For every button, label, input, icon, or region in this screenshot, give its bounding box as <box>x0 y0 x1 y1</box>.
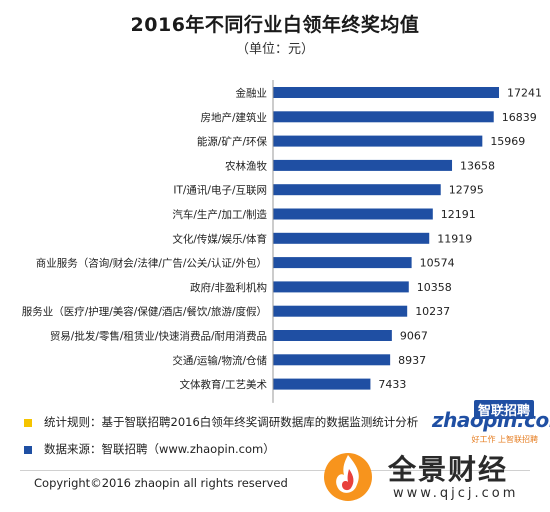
qjcj-flame-logo-icon <box>324 453 372 501</box>
category-label: 贸易/批发/零售/租赁业/快速消费品/耐用消费品 <box>50 330 267 343</box>
zhaopin-logo-en: zhaopin.com <box>432 408 550 432</box>
value-label: 13658 <box>460 159 495 172</box>
bar <box>273 159 453 171</box>
value-label: 11919 <box>437 232 472 245</box>
bar <box>273 232 430 244</box>
qjcj-brand-name: 全景财经 <box>388 453 509 486</box>
bar <box>273 111 494 123</box>
value-label: 15969 <box>490 135 525 148</box>
bar <box>273 208 433 220</box>
footer-divider <box>20 470 530 471</box>
value-label: 9067 <box>400 330 428 343</box>
value-label: 12795 <box>449 184 484 197</box>
blue-square-icon <box>24 445 32 454</box>
bar <box>273 378 371 390</box>
value-label: 17241 <box>507 87 542 100</box>
qjcj-url: www.qjcj.com <box>393 486 519 501</box>
category-label: 汽车/生产/加工/制造 <box>172 208 267 221</box>
data-source-note: 数据来源：智联招聘（www.zhaopin.com） <box>24 441 275 457</box>
value-label: 8937 <box>398 354 426 367</box>
category-label: 商业服务（咨询/财会/法律/广告/公关/认证/外包） <box>36 257 267 270</box>
zhaopin-logo-cn: 智联招聘 <box>473 400 534 419</box>
bar <box>273 354 391 366</box>
category-label: 服务业（医疗/护理/美容/保健/酒店/餐饮/旅游/度假） <box>22 305 267 318</box>
bar <box>273 281 409 293</box>
bar <box>273 330 392 341</box>
bar-chart: 金融业 17241 房地产/建筑业 16839 能源/矿产/环保 15969 农林渔牧 136… <box>22 80 542 403</box>
chart-subtitle: （单位：元） <box>235 42 314 57</box>
category-label: 交通/运输/物流/仓储 <box>172 354 267 367</box>
value-label: 10358 <box>417 281 452 294</box>
bar <box>273 305 408 317</box>
category-label: 政府/非盈利机构 <box>190 281 267 294</box>
category-label: 文体教育/工艺美术 <box>179 378 267 391</box>
chart-title: 2016年不同行业白领年终奖均值 <box>130 14 420 36</box>
zhaopin-slogan: 好工作 上智联招聘 <box>471 435 538 444</box>
yellow-square-icon <box>24 418 32 427</box>
bar <box>273 257 412 269</box>
category-label: 农林渔牧 <box>225 159 267 172</box>
value-label: 16839 <box>502 111 537 124</box>
copyright-text: Copyright©2016 zhaopin all rights reserv… <box>34 476 288 490</box>
zhaopin-logo: 智联招聘 zhaopin.com 好工作 上智联招聘 <box>432 400 550 444</box>
statistic-rule-note: 统计规则：基于智联招聘2016白领年终奖调研数据库的数据监测统计分析 <box>24 414 418 430</box>
value-label: 10237 <box>415 305 450 318</box>
value-label: 12191 <box>441 208 476 221</box>
category-label: 文化/传媒/娱乐/体育 <box>172 232 267 245</box>
category-label: 能源/矿产/环保 <box>197 135 268 148</box>
bar <box>273 87 499 98</box>
bar <box>273 184 441 196</box>
statistic-rule-text: 统计规则：基于智联招聘2016白领年终奖调研数据库的数据监测统计分析 <box>44 415 419 429</box>
bar <box>273 135 483 147</box>
value-label: 7433 <box>378 378 406 391</box>
category-label: 房地产/建筑业 <box>200 111 267 124</box>
value-label: 10574 <box>420 257 455 270</box>
category-label: IT/通讯/电子/互联网 <box>173 184 267 197</box>
category-label: 金融业 <box>236 87 268 100</box>
data-source-text: 数据来源：智联招聘（www.zhaopin.com） <box>44 442 275 456</box>
